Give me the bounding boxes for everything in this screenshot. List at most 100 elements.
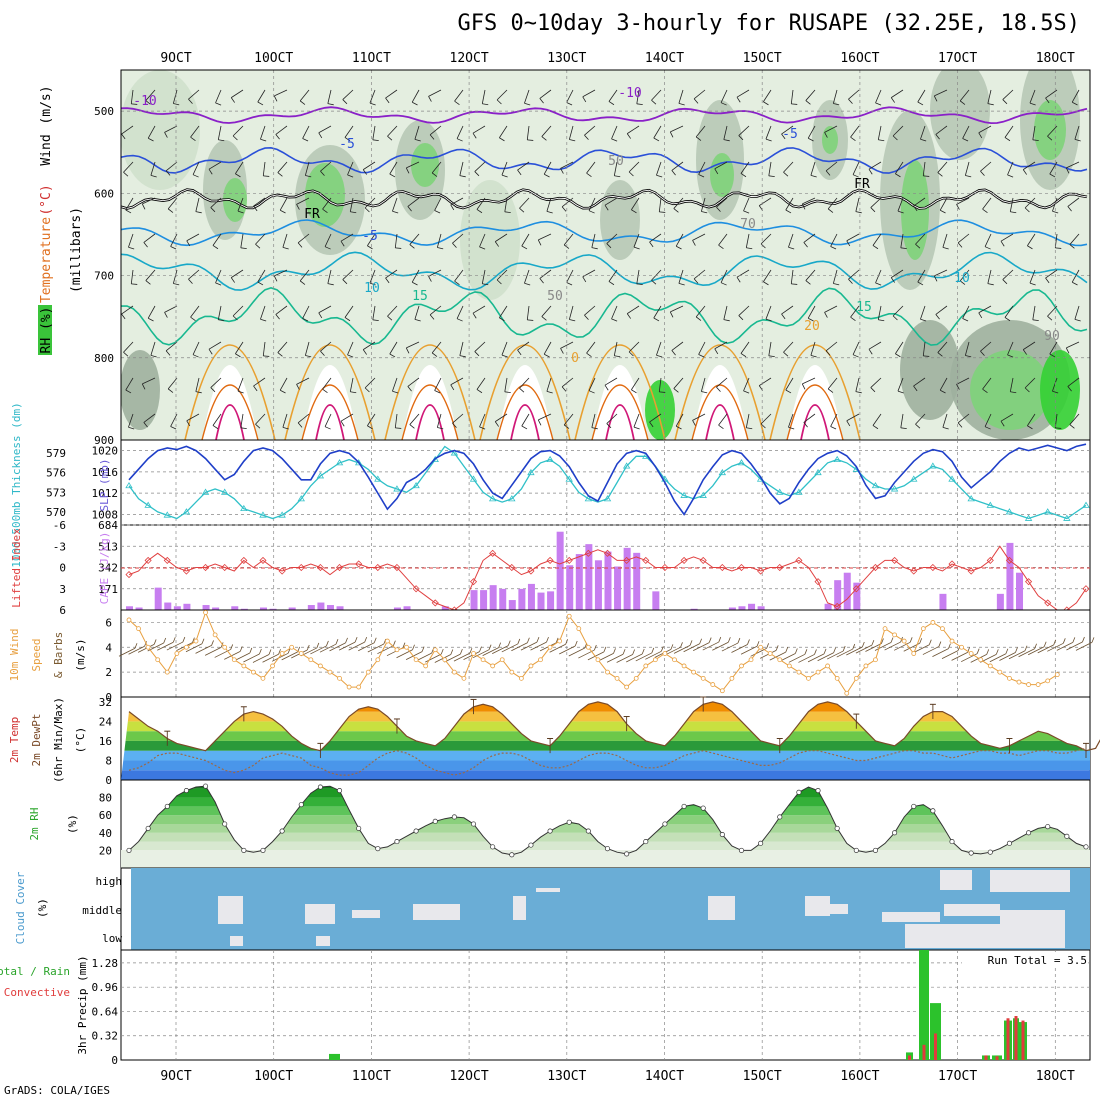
rh-mark-12 [241, 847, 247, 853]
barb-821 [1029, 102, 1036, 106]
barb-538 [692, 413, 706, 421]
sbarb-f-32 [440, 648, 444, 655]
barb-653 [824, 312, 828, 318]
sbarb-98 [1056, 642, 1074, 651]
sbarb-73 [817, 652, 834, 662]
sbarb-f-6 [192, 637, 195, 643]
barb-727 [913, 205, 918, 212]
thick-mark-48 [584, 495, 593, 502]
barb-698 [872, 413, 882, 426]
thick-mark-86 [948, 475, 956, 482]
barb-819 [1000, 420, 1005, 427]
barb-549 [718, 244, 724, 249]
barb-771 [959, 280, 966, 285]
li-mark-92 [1005, 556, 1014, 564]
cape-bar-40 [508, 600, 516, 610]
wind-mark-1 [136, 626, 141, 632]
wind-tick-0: 6 [105, 616, 112, 629]
sbarb-f-93 [1024, 645, 1028, 651]
barb-593 [765, 318, 772, 322]
wind-tick-3: 0 [105, 691, 112, 704]
barb-17 [125, 389, 132, 394]
sbarb-f-59 [699, 638, 703, 644]
sbarb-f-64 [747, 639, 750, 645]
barb-554 [714, 341, 728, 350]
chart-title: GFS 0~10day 3-hourly for RUSAPE (32.25E,… [457, 11, 1080, 36]
barb-516 [673, 377, 684, 389]
wind-mark-6 [184, 644, 189, 650]
barb-596 [759, 377, 772, 386]
arch-red-4 [605, 404, 635, 440]
barb-488 [649, 233, 662, 243]
barb-93 [218, 319, 225, 322]
barb-735 [923, 355, 930, 357]
barb-647 [827, 208, 834, 213]
barb-261 [412, 101, 418, 106]
sbarb-f-84 [938, 641, 942, 647]
barb-775 [965, 355, 972, 358]
plume-1 [302, 365, 358, 440]
wind-ylabel-2: Speed [30, 638, 43, 671]
barb-368 [521, 233, 530, 247]
barb-36 [142, 377, 156, 385]
wind-mark-27 [384, 638, 390, 644]
thick-tick-3: 570 [46, 506, 66, 519]
barb-171 [299, 280, 306, 285]
barb-700 [891, 89, 904, 98]
barb-101 [230, 97, 235, 103]
wind-mark-80 [892, 632, 897, 638]
li-mark-30 [412, 585, 420, 593]
barb-279 [409, 424, 415, 429]
barb-226 [364, 197, 376, 209]
barb-531 [693, 278, 699, 284]
barb-386 [546, 197, 552, 212]
barb-388 [538, 233, 552, 241]
barb-779 [957, 422, 963, 428]
wind-ylabel: 10m Wind Speed & Barbs (m/s) [8, 629, 87, 682]
wind-ylabel-3: & Barbs [52, 632, 65, 678]
barb-806 [1009, 197, 1014, 212]
upper-ylabel: RH (%) Temperature (°C) Wind (m/s) [38, 85, 54, 355]
barb-618 [788, 413, 794, 428]
barb-6 [125, 197, 134, 211]
barb-546 [716, 197, 728, 208]
barb-857 [1052, 390, 1059, 394]
barb-175 [305, 355, 312, 358]
bottom-tick-18OCT: 18OCT [1036, 1069, 1075, 1084]
rh-mark-38 [490, 844, 496, 850]
barb-32 [147, 305, 156, 319]
barb-341 [496, 99, 502, 105]
sbarb-26 [367, 643, 384, 653]
sbarb-f-76 [861, 641, 865, 648]
wind-mark-88 [968, 651, 974, 656]
barb-403 [569, 139, 576, 142]
top-tick-17OCT: 17OCT [938, 51, 977, 66]
barb-561 [736, 96, 741, 103]
barb-455 [614, 355, 621, 358]
barb-798 [984, 413, 992, 427]
barb-147 [280, 209, 286, 214]
barb-282 [429, 125, 442, 136]
rh-blob-23 [900, 320, 960, 420]
sbarb-f-100 [1091, 637, 1095, 643]
barb-186 [322, 197, 332, 210]
sbarb-84 [922, 646, 940, 655]
barb-76 [195, 377, 200, 392]
sbarb-1 [128, 645, 145, 655]
barb-810 [1002, 269, 1014, 280]
barb-459 [606, 423, 612, 429]
barb-107 [237, 210, 244, 214]
barb-187 [322, 208, 328, 213]
barb-169 [297, 242, 303, 248]
barb-115 [235, 353, 241, 358]
barb-180 [327, 89, 332, 104]
wind-mark-47 [576, 626, 582, 632]
temp-tick-3: 8 [105, 754, 112, 767]
wind-mark-57 [672, 657, 677, 663]
barb-157 [280, 389, 286, 394]
barb-438 [591, 413, 596, 428]
barb-731 [917, 281, 924, 286]
barb-786 [982, 197, 992, 210]
wind-mark-59 [691, 669, 697, 675]
